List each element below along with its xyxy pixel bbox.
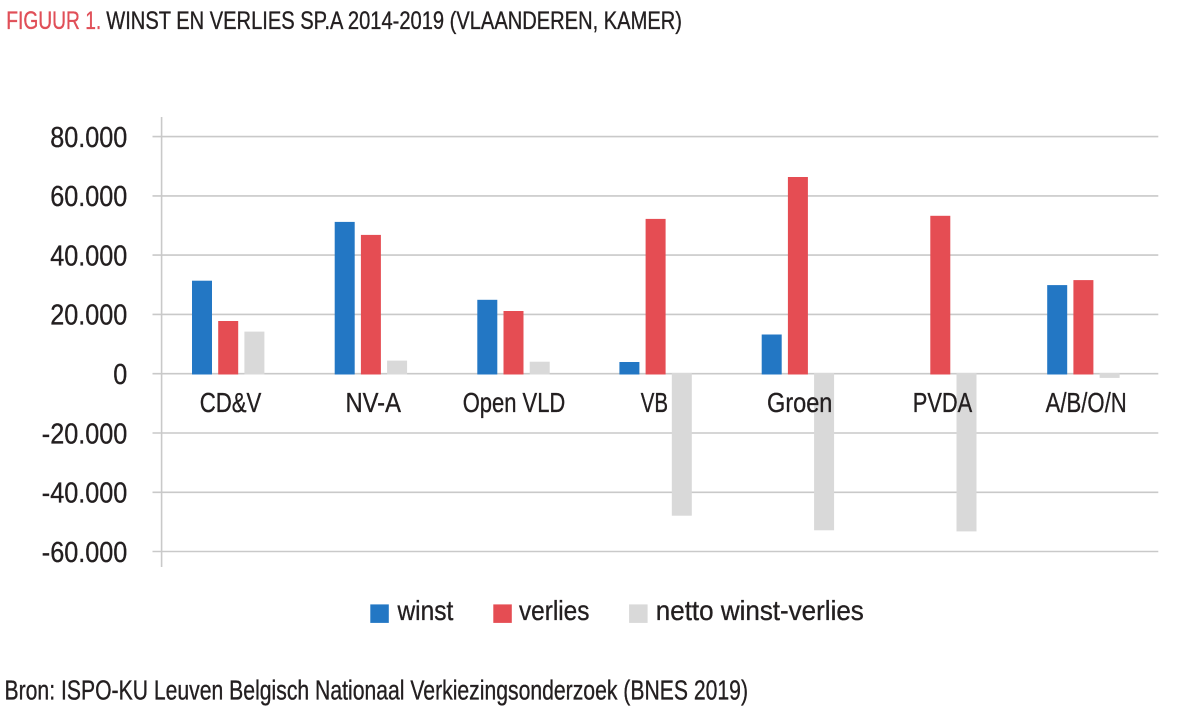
svg-text:NV-A: NV-A: [345, 386, 401, 418]
svg-text:40.000: 40.000: [50, 240, 127, 272]
svg-text:-20.000: -20.000: [42, 418, 128, 450]
svg-text:verlies: verlies: [519, 595, 589, 626]
svg-text:PVDA: PVDA: [913, 386, 973, 418]
svg-text:Bron: ISPO-KU Leuven Belgisch: Bron: ISPO-KU Leuven Belgisch Nationaal …: [5, 675, 749, 706]
svg-text:80.000: 80.000: [50, 122, 127, 154]
svg-text:20.000: 20.000: [50, 300, 127, 332]
svg-text:-40.000: -40.000: [42, 478, 128, 510]
svg-text:A/B/O/N: A/B/O/N: [1046, 386, 1127, 418]
svg-text:FIGUUR 1.: FIGUUR 1.: [6, 7, 101, 35]
svg-text:netto winst-verlies: netto winst-verlies: [656, 595, 864, 626]
svg-text:60.000: 60.000: [50, 181, 127, 213]
svg-text:winst: winst: [397, 595, 454, 626]
svg-text:CD&V: CD&V: [200, 386, 262, 418]
svg-text:VB: VB: [641, 386, 668, 418]
svg-text:-60.000: -60.000: [42, 537, 128, 569]
svg-text:0: 0: [113, 359, 127, 391]
svg-text:Open VLD: Open VLD: [463, 386, 566, 418]
svg-text:Groen: Groen: [767, 386, 832, 418]
svg-text:WINST EN VERLIES SP.A 2014-201: WINST EN VERLIES SP.A 2014-2019 (VLAANDE…: [106, 7, 682, 35]
